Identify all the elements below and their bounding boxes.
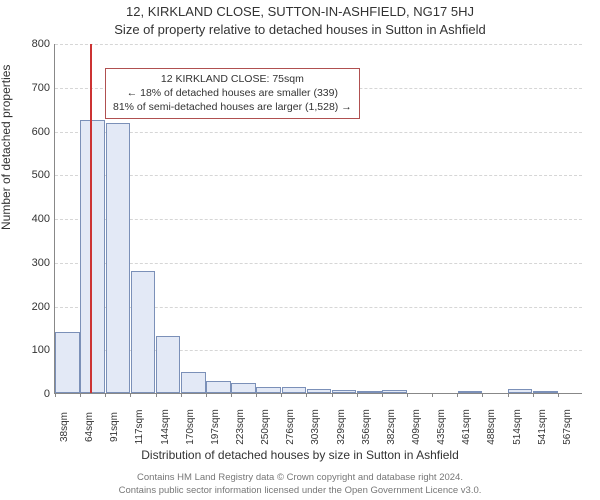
histogram-bar — [533, 391, 558, 393]
histogram-bar — [382, 390, 407, 393]
histogram-bar — [106, 123, 131, 393]
x-tick-label: 144sqm — [156, 409, 171, 445]
y-tick-label: 200 — [32, 301, 55, 313]
y-tick-label: 800 — [32, 38, 55, 50]
x-tick-mark — [231, 393, 232, 397]
x-tick-label: 223sqm — [231, 409, 246, 445]
x-tick-mark — [332, 393, 333, 397]
x-tick-label: 197sqm — [206, 409, 221, 445]
y-tick-label: 0 — [44, 388, 55, 400]
x-tick-mark — [256, 393, 257, 397]
x-tick-label: 567sqm — [558, 409, 573, 445]
callout-line: 12 KIRKLAND CLOSE: 75sqm — [113, 72, 352, 86]
x-tick-label: 329sqm — [332, 409, 347, 445]
x-tick-mark — [558, 393, 559, 397]
histogram-bar — [256, 387, 281, 393]
x-tick-mark — [55, 393, 56, 397]
x-tick-mark — [181, 393, 182, 397]
x-tick-label: 461sqm — [457, 409, 472, 445]
x-tick-mark — [105, 393, 106, 397]
x-tick-label: 303sqm — [306, 409, 321, 445]
x-tick-label: 170sqm — [181, 409, 196, 445]
x-tick-mark — [206, 393, 207, 397]
x-tick-mark — [306, 393, 307, 397]
x-axis-label: Distribution of detached houses by size … — [0, 448, 600, 462]
page-title-line2: Size of property relative to detached ho… — [0, 22, 600, 37]
x-tick-mark — [432, 393, 433, 397]
y-tick-label: 600 — [32, 126, 55, 138]
x-tick-label: 514sqm — [508, 409, 523, 445]
y-tick-label: 400 — [32, 213, 55, 225]
x-tick-label: 382sqm — [382, 409, 397, 445]
histogram-plot: 010020030040050060070080038sqm64sqm91sqm… — [54, 44, 582, 394]
callout-box: 12 KIRKLAND CLOSE: 75sqm← 18% of detache… — [105, 68, 360, 119]
y-tick-label: 700 — [32, 82, 55, 94]
x-tick-mark — [80, 393, 81, 397]
histogram-bar — [131, 271, 156, 394]
x-tick-mark — [407, 393, 408, 397]
histogram-bar — [282, 387, 307, 393]
histogram-bar — [458, 391, 483, 393]
x-tick-label: 488sqm — [482, 409, 497, 445]
callout-line: 81% of semi-detached houses are larger (… — [113, 100, 352, 114]
histogram-bar — [332, 390, 357, 393]
footer-line1: Contains HM Land Registry data © Crown c… — [0, 472, 600, 484]
x-tick-mark — [156, 393, 157, 397]
page-title-line1: 12, KIRKLAND CLOSE, SUTTON-IN-ASHFIELD, … — [0, 4, 600, 19]
histogram-bar — [307, 389, 332, 393]
histogram-bar — [206, 381, 231, 393]
y-tick-label: 500 — [32, 169, 55, 181]
x-tick-label: 356sqm — [357, 409, 372, 445]
x-tick-mark — [382, 393, 383, 397]
x-tick-label: 250sqm — [256, 409, 271, 445]
x-tick-mark — [482, 393, 483, 397]
callout-line: ← 18% of detached houses are smaller (33… — [113, 86, 352, 100]
y-axis-label: Number of detached properties — [0, 65, 13, 230]
x-tick-mark — [457, 393, 458, 397]
x-tick-label: 38sqm — [55, 412, 70, 442]
histogram-bar — [181, 372, 206, 393]
x-tick-label: 541sqm — [533, 409, 548, 445]
x-tick-label: 64sqm — [80, 412, 95, 442]
footer-line2: Contains public sector information licen… — [0, 485, 600, 497]
attribution-footer: Contains HM Land Registry data © Crown c… — [0, 472, 600, 497]
x-tick-label: 91sqm — [105, 412, 120, 442]
x-tick-mark — [281, 393, 282, 397]
x-tick-label: 276sqm — [281, 409, 296, 445]
x-tick-mark — [533, 393, 534, 397]
x-tick-mark — [357, 393, 358, 397]
x-tick-mark — [130, 393, 131, 397]
histogram-bar — [357, 391, 382, 393]
y-tick-label: 100 — [32, 344, 55, 356]
histogram-bar — [80, 120, 105, 393]
histogram-bar — [156, 336, 181, 393]
x-tick-label: 117sqm — [130, 410, 145, 445]
property-marker-line — [90, 44, 92, 393]
x-tick-label: 409sqm — [407, 409, 422, 445]
histogram-bar — [231, 383, 256, 393]
y-tick-label: 300 — [32, 257, 55, 269]
x-tick-label: 435sqm — [432, 409, 447, 445]
x-tick-mark — [508, 393, 509, 397]
histogram-bar — [508, 389, 533, 393]
histogram-bar — [55, 332, 80, 393]
